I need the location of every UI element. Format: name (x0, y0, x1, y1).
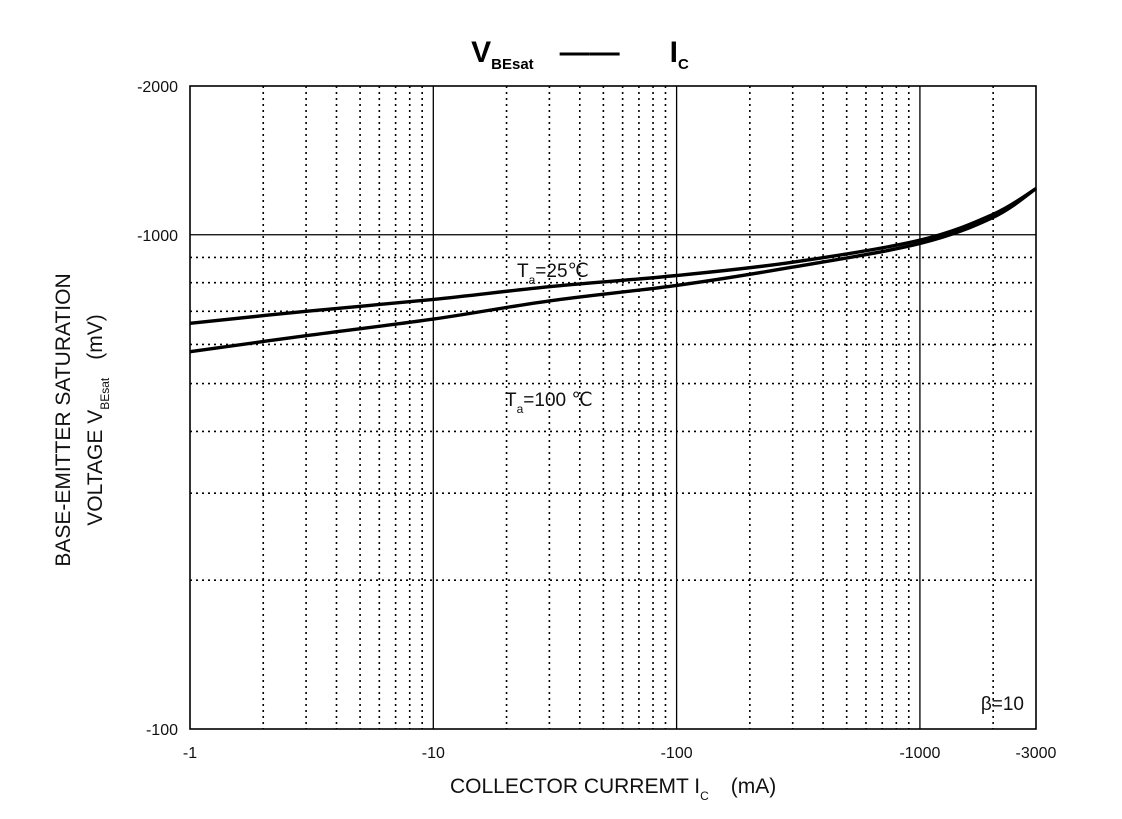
x-tick-label: -3000 (1016, 745, 1057, 762)
y-tick-label: -2000 (137, 79, 178, 96)
x-tick-label: -1000 (899, 745, 940, 762)
title-ic-subscript: C (678, 56, 689, 73)
series-label-ta25-sub: a (529, 273, 536, 287)
series-group (189, 187, 1037, 354)
x-axis-label-main: COLLECTOR CURREMT I (450, 775, 700, 798)
y-tick-label: -1000 (137, 228, 178, 245)
title-vbesat: V (471, 36, 491, 69)
title-vbesat-subscript: BEsat (491, 56, 534, 73)
series-label-ta25: Ta=25℃ (517, 261, 589, 287)
beta-condition: β=10 (981, 694, 1024, 715)
y-axis-label-sub: BEsat (98, 377, 112, 410)
series-line-ta25 (189, 187, 1037, 325)
y-axis-label-line1: BASE-EMITTER SATURATION (52, 273, 75, 566)
x-tick-label: -1 (183, 745, 197, 762)
x-tick-label: -100 (661, 745, 693, 762)
tick-labels: -1 -10 -100 -1000 -3000 -100 -1000 -2000 (137, 79, 1056, 762)
y-axis-label-line2: VOLTAGE VBEsat (mV) (84, 314, 112, 525)
y-tick-label: -100 (146, 722, 178, 739)
y-axis-label-unit: (mV) (84, 314, 107, 360)
series-label-ta100-sub: a (517, 402, 524, 416)
y-axis-label-main: VOLTAGE V (84, 410, 107, 526)
series-label-ta25-rest: =25℃ (535, 261, 589, 282)
grid (190, 86, 1036, 729)
series-label-ta100-rest: =100 ℃ (523, 390, 592, 411)
x-axis-label-unit: (mA) (731, 775, 777, 798)
series-label-ta100-t: T (505, 390, 517, 411)
chart-title: VBEsat —— IC (471, 36, 689, 73)
plot-frame (189, 85, 1037, 730)
series-label-ta100: Ta=100 ℃ (505, 390, 593, 416)
x-tick-label: -10 (422, 745, 445, 762)
x-axis-label: COLLECTOR CURREMT IC (mA) (450, 775, 776, 803)
series-line-ta100 (189, 187, 1037, 354)
x-axis-label-sub: C (700, 789, 709, 803)
title-ic: I (670, 36, 678, 69)
series-label-ta25-t: T (517, 261, 529, 282)
title-separator: —— (560, 36, 620, 69)
